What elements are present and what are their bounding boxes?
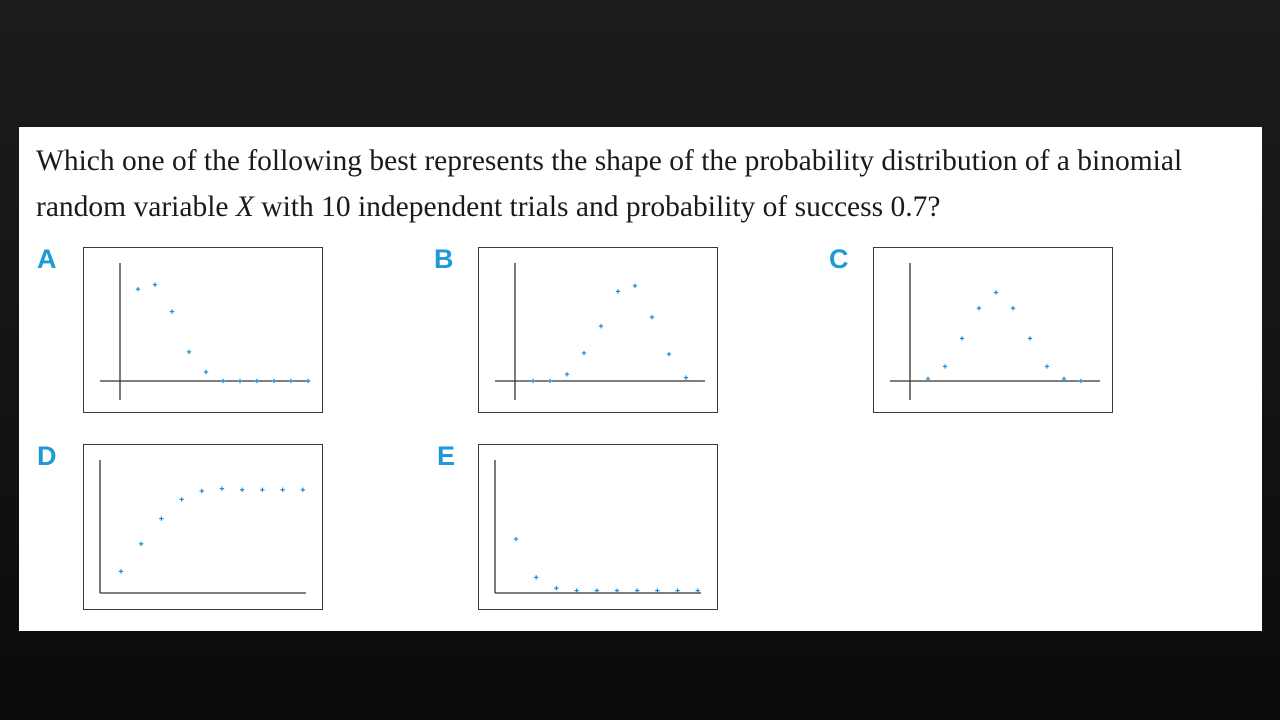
option-c-point xyxy=(976,306,982,311)
option-b-plot[interactable] xyxy=(478,247,718,413)
option-c-point xyxy=(959,336,965,341)
option-e-point xyxy=(614,588,620,593)
option-c-point xyxy=(925,376,931,381)
option-c-point xyxy=(1010,306,1016,311)
option-c-point xyxy=(1027,336,1033,341)
option-b-point xyxy=(581,350,587,356)
option-c-point xyxy=(1044,364,1050,369)
option-d-point xyxy=(280,487,285,492)
option-e-point xyxy=(594,588,599,593)
option-d-chart xyxy=(99,460,306,594)
option-e-point xyxy=(675,588,680,593)
question-slide: Which one of the following best represen… xyxy=(19,127,1262,631)
option-b-point xyxy=(564,372,570,377)
option-d-plot[interactable] xyxy=(83,444,323,610)
question-text-part1: Which one of the following best represen… xyxy=(36,145,1183,223)
option-e-point xyxy=(655,588,660,593)
option-a-point xyxy=(135,286,141,292)
option-a-label: A xyxy=(37,244,57,274)
option-a-point xyxy=(271,378,277,384)
option-a-point xyxy=(203,369,209,375)
option-e-point xyxy=(635,588,640,593)
option-b-point xyxy=(530,378,536,384)
option-e-point xyxy=(534,575,539,580)
option-c-point xyxy=(1061,376,1067,381)
option-e-point xyxy=(554,586,559,591)
option-b-label: B xyxy=(434,244,454,274)
option-b-point xyxy=(649,314,655,320)
option-a-point xyxy=(169,309,175,314)
option-d-point xyxy=(219,486,225,491)
option-b-point xyxy=(598,323,604,329)
question-text: Which one of the following best represen… xyxy=(36,138,1251,230)
option-d-label: D xyxy=(37,441,57,471)
option-a-chart xyxy=(100,263,311,400)
option-b-point xyxy=(632,283,638,288)
option-d-point xyxy=(139,541,144,546)
option-c-point xyxy=(1078,378,1084,384)
option-d-point xyxy=(179,497,184,502)
option-c-point xyxy=(993,290,999,295)
option-e-label: E xyxy=(437,441,456,471)
option-b-point xyxy=(666,351,672,357)
option-c-plot[interactable] xyxy=(873,247,1113,413)
option-a-point xyxy=(220,378,226,384)
option-b-chart xyxy=(495,263,705,400)
option-d-point xyxy=(199,488,204,494)
option-c-label: C xyxy=(829,244,849,274)
option-a-plot[interactable] xyxy=(83,247,323,413)
option-e-plot[interactable] xyxy=(478,444,718,610)
option-a-point xyxy=(288,378,294,384)
option-d-point xyxy=(260,487,265,492)
option-c-chart xyxy=(890,263,1100,400)
option-c-point xyxy=(942,364,948,369)
option-a-point xyxy=(186,349,192,355)
option-b-point xyxy=(683,375,689,380)
option-e-point xyxy=(695,588,700,593)
question-variable: X xyxy=(235,191,254,223)
option-d-point xyxy=(240,487,245,492)
option-a-point xyxy=(152,282,158,287)
option-e-point xyxy=(574,588,579,593)
option-d-point xyxy=(118,569,124,574)
option-a-point xyxy=(305,378,311,384)
option-e-point xyxy=(513,536,519,542)
option-a-point xyxy=(237,378,243,384)
question-text-part2: with 10 independent trials and probabili… xyxy=(253,191,941,223)
option-b-point xyxy=(615,289,621,294)
option-a-point xyxy=(254,378,260,384)
option-e-chart xyxy=(494,460,701,594)
option-d-point xyxy=(159,516,164,521)
option-d-point xyxy=(300,487,305,492)
option-b-point xyxy=(547,378,553,384)
